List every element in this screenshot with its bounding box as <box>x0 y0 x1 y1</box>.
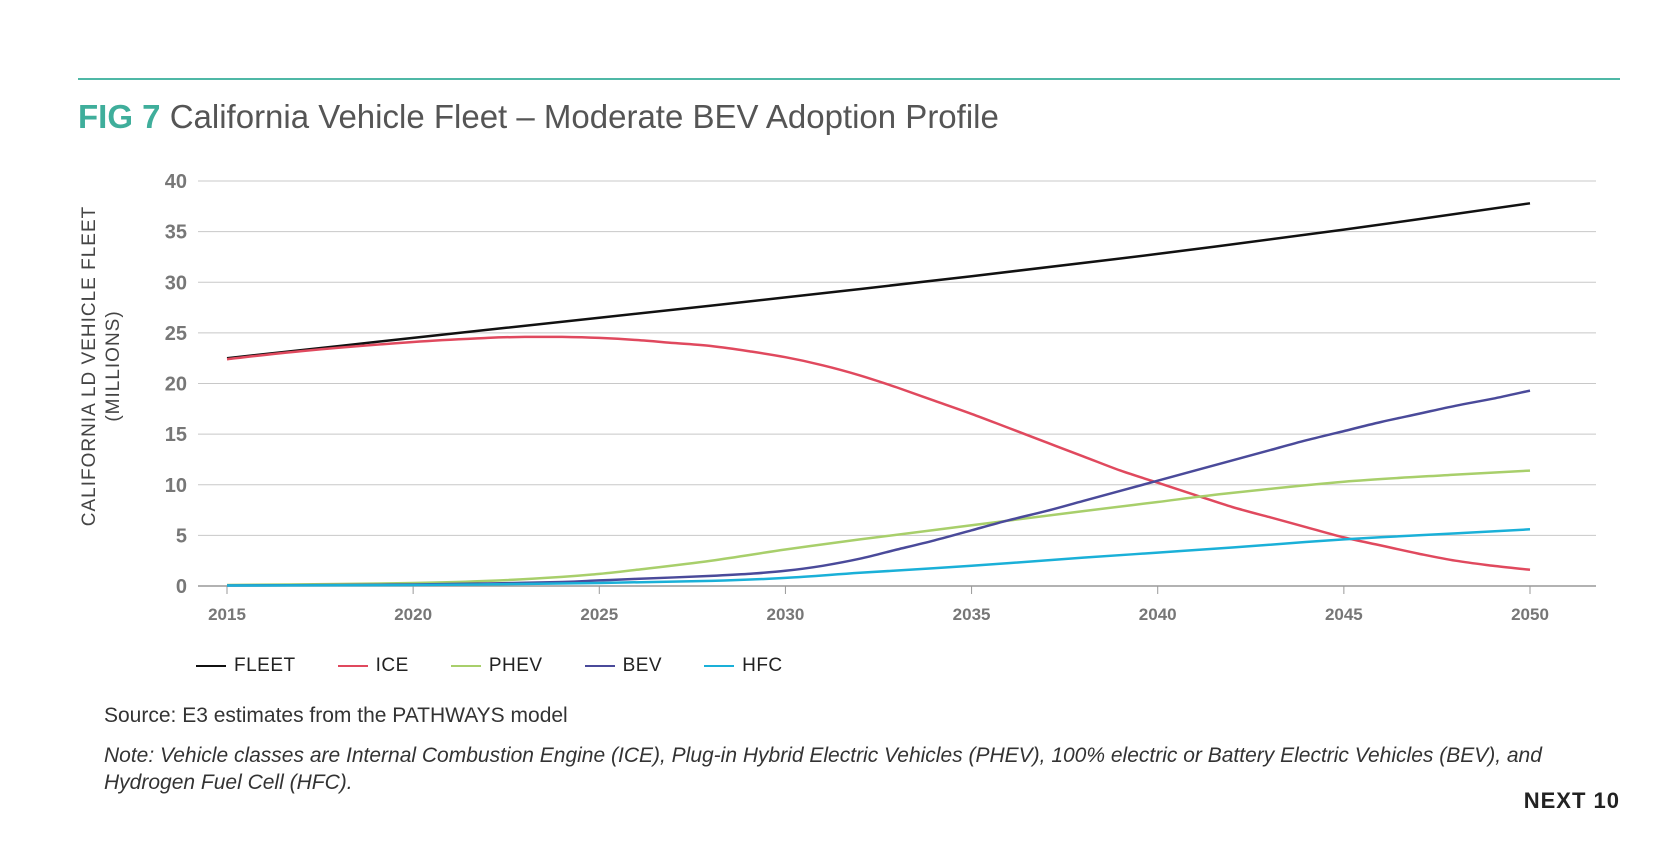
x-tick-label: 2030 <box>767 605 805 624</box>
legend-item-fleet: FLEET <box>196 655 296 677</box>
legend-label: FLEET <box>234 655 296 676</box>
figure-label: FIG 7 <box>78 98 161 135</box>
series-line-hfc <box>226 528 1531 587</box>
legend: FLEET ICE PHEV BEV HFC <box>196 655 783 677</box>
figure-title-text: California Vehicle Fleet – Moderate BEV … <box>169 98 999 135</box>
x-tick-label: 2020 <box>394 605 432 624</box>
y-axis-label-line1: CALIFORNIA LD VEHICLE FLEET <box>79 206 100 527</box>
y-axis-label-line2: (MILLIONS) <box>103 310 124 421</box>
legend-label: PHEV <box>488 655 543 676</box>
x-tick-label: 2035 <box>953 605 991 624</box>
legend-item-ice: ICE <box>337 655 409 677</box>
legend-label: BEV <box>622 655 663 676</box>
legend-item-bev: BEV <box>584 655 663 677</box>
figure-title: FIG 7 California Vehicle Fleet – Moderat… <box>78 98 999 136</box>
series-line-phev <box>226 469 1531 587</box>
legend-swatch <box>584 665 615 667</box>
top-rule <box>78 78 1620 80</box>
series-line-bev <box>226 389 1531 587</box>
series-lines <box>226 202 1531 587</box>
y-tick-label: 0 <box>176 576 187 598</box>
y-tick-label: 20 <box>165 374 187 396</box>
y-tick-label: 10 <box>165 475 187 497</box>
series-line-ice <box>226 335 1531 572</box>
x-tick-label: 2040 <box>1139 605 1177 624</box>
legend-label: ICE <box>375 655 409 676</box>
legend-item-phev: PHEV <box>450 655 543 677</box>
y-tick-label: 40 <box>165 171 187 193</box>
legend-swatch <box>450 665 481 667</box>
x-tick-labels: 2015 2020 2025 2030 2035 2040 2045 2050 <box>208 586 1549 624</box>
legend-swatch <box>337 665 368 667</box>
series-line-fleet <box>226 202 1531 360</box>
legend-label: HFC <box>742 655 783 676</box>
y-tick-label: 25 <box>165 323 187 345</box>
gridlines <box>198 180 1596 587</box>
x-tick-label: 2015 <box>208 605 246 624</box>
source-note: Source: E3 estimates from the PATHWAYS m… <box>104 704 568 727</box>
legend-swatch <box>704 665 735 667</box>
legend-item-hfc: HFC <box>704 655 783 677</box>
vehicle-class-note: Note: Vehicle classes are Internal Combu… <box>104 744 1542 794</box>
y-tick-label: 30 <box>165 272 187 294</box>
y-tick-label: 5 <box>176 525 187 547</box>
x-tick-label: 2050 <box>1511 605 1549 624</box>
x-tick-label: 2045 <box>1325 605 1363 624</box>
x-tick-label: 2025 <box>580 605 618 624</box>
brand-logo-text: NEXT 10 <box>1523 788 1620 813</box>
y-tick-labels: 0 5 10 15 20 25 30 35 40 <box>165 171 187 598</box>
y-tick-label: 35 <box>165 222 187 244</box>
legend-swatch <box>196 665 226 667</box>
y-tick-label: 15 <box>165 424 187 446</box>
